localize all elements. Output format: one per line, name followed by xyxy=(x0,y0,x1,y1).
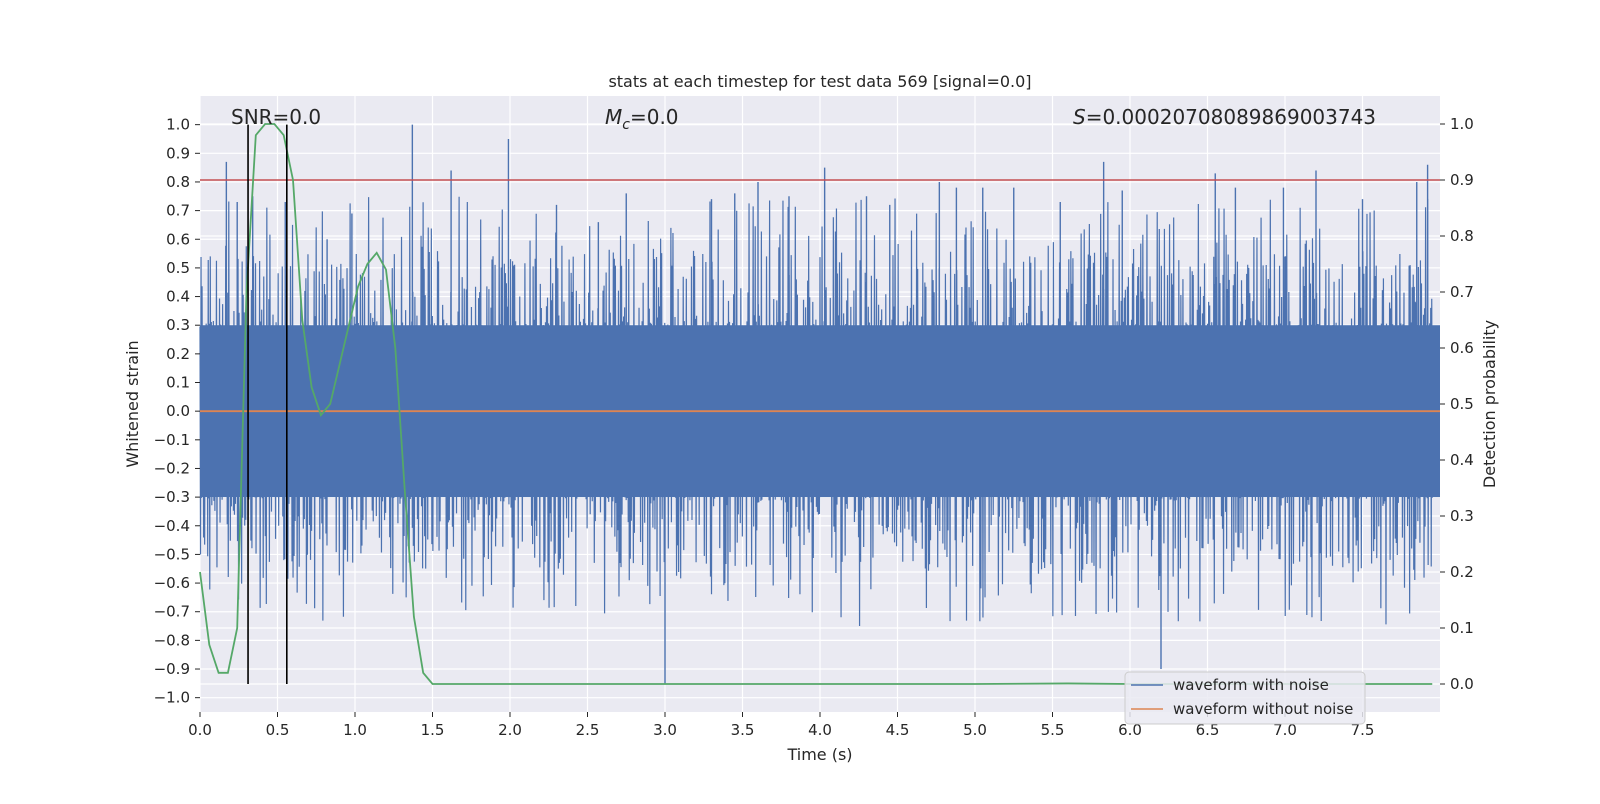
y2-tick-label: 0.4 xyxy=(1450,451,1474,469)
y-tick-label: −0.9 xyxy=(154,660,190,678)
y-tick-label: −0.4 xyxy=(154,517,190,535)
x-tick-label: 4.5 xyxy=(886,721,910,739)
y2-tick-label: 0.0 xyxy=(1450,675,1474,693)
y-tick-label: −0.3 xyxy=(154,488,190,506)
y-tick-label: −0.7 xyxy=(154,603,190,621)
x-tick-label: 2.0 xyxy=(498,721,522,739)
y2-tick-label: 0.2 xyxy=(1450,563,1474,581)
x-tick-label: 7.5 xyxy=(1351,721,1375,739)
y2-tick-label: 0.6 xyxy=(1450,339,1474,357)
detection-probability-line xyxy=(199,123,1433,685)
y2-axis-label: Detection probability xyxy=(1480,320,1499,488)
y-tick-label: 0.1 xyxy=(166,374,190,392)
x-tick-label: 1.5 xyxy=(421,721,445,739)
x-tick-label: 0.5 xyxy=(266,721,290,739)
x-axis-label: Time (s) xyxy=(786,745,852,764)
x-tick-label: 1.0 xyxy=(343,721,367,739)
y2-tick-label: 0.7 xyxy=(1450,283,1474,301)
y-tick-label: 0.4 xyxy=(166,288,190,306)
legend-box xyxy=(1124,671,1366,725)
y2-tick-label: 0.8 xyxy=(1450,227,1474,245)
x-tick-label: 6.0 xyxy=(1118,721,1142,739)
y-tick-label: −0.1 xyxy=(154,431,190,449)
x-axis-ticks: 0.0 0.5 1.0 1.5 2.0 2.5 3.0 3.5 4.0 4.5 5.0 5.5 6.0 6… xyxy=(188,712,1374,739)
y2-tick-label: 0.9 xyxy=(1450,171,1474,189)
x-tick-label: 5.5 xyxy=(1041,721,1065,739)
y2-tick-label: 0.1 xyxy=(1450,619,1474,637)
s-symbol: S xyxy=(1073,105,1086,129)
y2-tick-label: 1.0 xyxy=(1450,115,1474,133)
y2-axis-ticks: 1.0 0.9 0.8 0.7 0.6 0.5 0.4 0.3 0.2 0.1 0.0 xyxy=(1440,115,1474,693)
chart-title: stats at each timestep for test data 569… xyxy=(608,72,1031,91)
y-axis-ticks: 1.0 0.9 0.8 0.7 0.6 0.5 0.4 0.3 0.2 0.1 0.0 −0.1 −0.… xyxy=(154,116,200,707)
legend-label-clean: waveform without noise xyxy=(1173,700,1353,718)
s-value: =0.00020708089869003743 xyxy=(1086,105,1376,129)
legend-label-noise: waveform with noise xyxy=(1173,676,1329,694)
overlay-lines xyxy=(199,123,1440,685)
x-tick-label: 5.0 xyxy=(963,721,987,739)
x-tick-label: 6.5 xyxy=(1196,721,1220,739)
y-tick-label: −0.8 xyxy=(154,631,190,649)
mc-value: =0.0 xyxy=(630,105,679,129)
y2-tick-label: 0.5 xyxy=(1450,395,1474,413)
legend: waveform with noise waveform without noi… xyxy=(1124,671,1366,725)
y-tick-label: 0.9 xyxy=(166,144,190,162)
y-tick-label: −0.5 xyxy=(154,545,190,563)
y-tick-label: 0.7 xyxy=(166,202,190,220)
x-tick-label: 3.5 xyxy=(731,721,755,739)
x-tick-label: 4.0 xyxy=(808,721,832,739)
y-tick-label: 1.0 xyxy=(166,116,190,134)
x-tick-label: 2.5 xyxy=(576,721,600,739)
snr-annotation: SNR=0.0 xyxy=(231,105,321,129)
y-tick-label: −0.2 xyxy=(154,459,190,477)
mc-subscript: c xyxy=(622,117,630,133)
y2-tick-label: 0.3 xyxy=(1450,507,1474,525)
y-tick-label: 0.8 xyxy=(166,173,190,191)
y-tick-label: −0.6 xyxy=(154,574,190,592)
x-tick-label: 0.0 xyxy=(188,721,212,739)
mc-annotation: Mc=0.0 xyxy=(605,105,679,133)
y-tick-label: 0.0 xyxy=(166,402,190,420)
y-axis-label: Whitened strain xyxy=(123,340,142,467)
y-tick-label: 0.2 xyxy=(166,345,190,363)
y-tick-label: 0.5 xyxy=(166,259,190,277)
y-tick-label: 0.6 xyxy=(166,230,190,248)
mc-symbol: M xyxy=(605,105,622,129)
s-annotation: S=0.00020708089869003743 xyxy=(1073,105,1376,129)
y-tick-label: 0.3 xyxy=(166,316,190,334)
y-tick-label: −1.0 xyxy=(154,689,190,707)
x-tick-label: 3.0 xyxy=(653,721,677,739)
x-tick-label: 7.0 xyxy=(1273,721,1297,739)
